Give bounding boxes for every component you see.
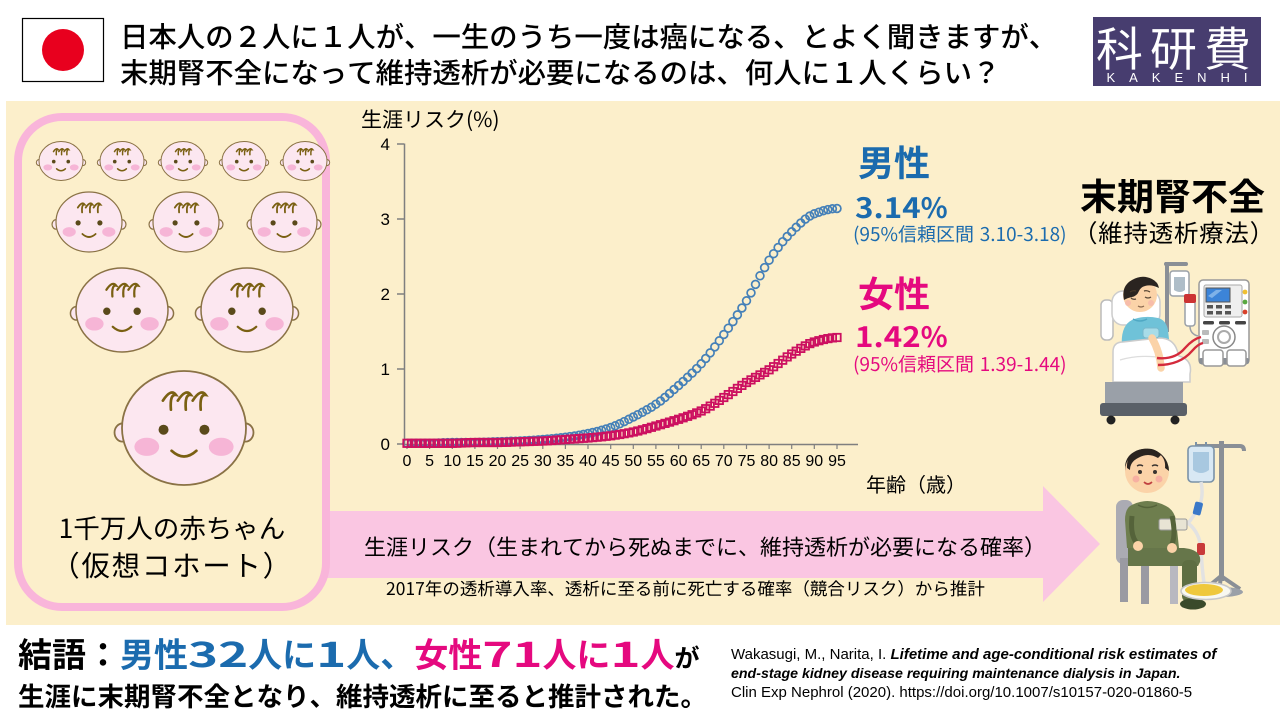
- svg-text:55: 55: [647, 453, 665, 470]
- svg-text:95: 95: [828, 453, 846, 470]
- svg-text:4: 4: [381, 135, 390, 154]
- svg-text:90: 90: [805, 453, 823, 470]
- svg-text:75: 75: [738, 453, 756, 470]
- svg-text:60: 60: [670, 453, 688, 470]
- svg-text:2: 2: [381, 285, 390, 304]
- svg-text:45: 45: [602, 453, 620, 470]
- svg-text:40: 40: [579, 453, 597, 470]
- svg-text:70: 70: [715, 453, 733, 470]
- svg-text:65: 65: [692, 453, 710, 470]
- svg-text:20: 20: [489, 453, 507, 470]
- svg-text:Wakasugi, M., Narita, I. Lifet: Wakasugi, M., Narita, I. Lifetime and ag…: [731, 646, 1218, 663]
- svg-text:0: 0: [381, 435, 390, 454]
- svg-text:80: 80: [760, 453, 778, 470]
- svg-text:KAKENHI: KAKENHI: [1106, 70, 1261, 85]
- svg-text:25: 25: [511, 453, 529, 470]
- svg-text:85: 85: [783, 453, 801, 470]
- svg-text:15: 15: [466, 453, 484, 470]
- svg-text:3: 3: [381, 210, 390, 229]
- svg-text:50: 50: [624, 453, 642, 470]
- svg-text:0: 0: [403, 453, 412, 470]
- svg-text:Clin Exp Nephrol (2020). https: Clin Exp Nephrol (2020). https://doi.org…: [731, 684, 1192, 701]
- svg-text:end-stage kidney disease requi: end-stage kidney disease requiring maint…: [731, 666, 1180, 682]
- svg-text:10: 10: [443, 453, 461, 470]
- svg-text:30: 30: [534, 453, 552, 470]
- svg-text:5: 5: [425, 453, 434, 470]
- svg-text:1: 1: [381, 360, 390, 379]
- svg-text:35: 35: [557, 453, 575, 470]
